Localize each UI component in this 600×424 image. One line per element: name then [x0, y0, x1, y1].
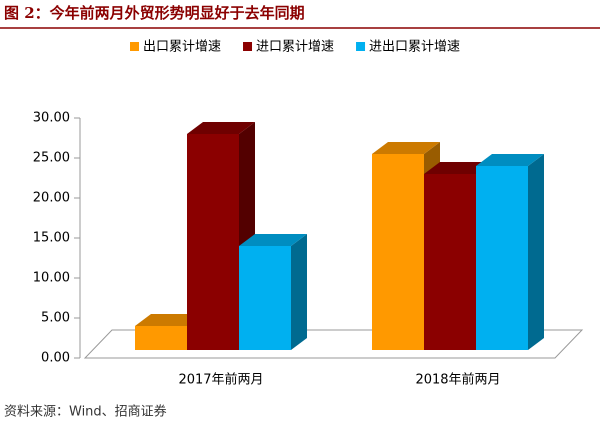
y-tick-label: 5.00	[41, 311, 70, 326]
bar	[372, 154, 424, 350]
y-tick-label: 25.00	[33, 151, 70, 166]
source: 资料来源：Wind、招商证券	[4, 404, 167, 420]
floor	[83, 329, 584, 359]
legend-swatch	[243, 42, 253, 51]
bar-top	[424, 162, 492, 174]
bar	[135, 326, 187, 350]
bar-side	[528, 154, 544, 350]
y-tick-label: 15.00	[33, 231, 70, 246]
bar-side	[291, 234, 307, 350]
legend-swatch	[356, 42, 366, 51]
chart-title: 图 2：今年前两月外贸形势明显好于去年同期	[4, 4, 305, 22]
y-tick-label: 20.00	[33, 191, 70, 206]
x-tick-label: 2018年前两月	[415, 372, 500, 388]
bar-top	[187, 122, 255, 134]
legend-label: 进口累计增速	[256, 40, 334, 55]
bar-top	[135, 314, 203, 326]
bar-top	[239, 234, 307, 246]
bar-top	[476, 154, 544, 166]
bar	[424, 174, 476, 350]
bar-top	[372, 142, 440, 154]
bar	[476, 166, 528, 350]
legend-label: 出口累计增速	[143, 40, 221, 55]
bar	[187, 134, 239, 350]
bar	[239, 246, 291, 350]
y-tick-label: 0.00	[41, 351, 70, 366]
legend-label: 进出口累计增速	[369, 40, 460, 55]
y-tick-label: 10.00	[33, 271, 70, 286]
y-tick-label: 30.00	[33, 111, 70, 126]
legend-swatch	[130, 42, 139, 51]
x-tick-label: 2017年前两月	[178, 372, 263, 388]
